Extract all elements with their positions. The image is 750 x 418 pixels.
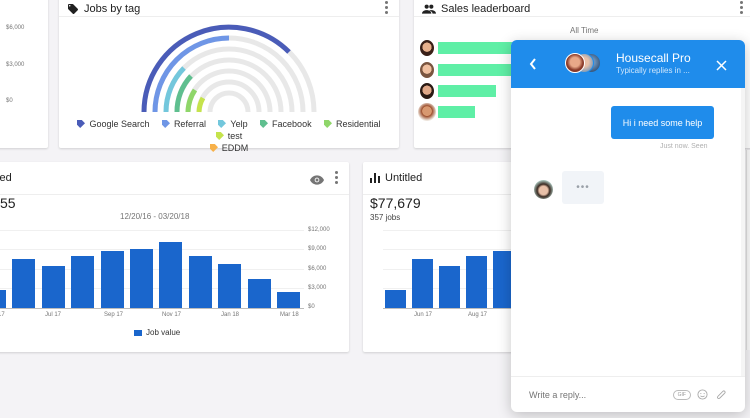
- x-tick: Aug 17: [468, 312, 488, 318]
- avatar: [418, 103, 436, 121]
- reply-status: Typically replies in ...: [616, 66, 690, 75]
- more-menu-icon[interactable]: [335, 171, 338, 184]
- legend-item[interactable]: EDDM: [209, 142, 248, 154]
- card-title: Jobs by tag: [84, 3, 141, 15]
- leaderboard-bar: [438, 85, 496, 97]
- company-name: Housecall Pro: [616, 51, 691, 65]
- card-header: Untitled: [363, 162, 563, 194]
- leaderboard-bar: [438, 106, 475, 118]
- chart-bar[interactable]: [101, 251, 124, 308]
- y-tick: $6,000: [6, 25, 25, 31]
- chart-bar[interactable]: [385, 290, 406, 308]
- avatar: [420, 83, 434, 99]
- card-title: Sales leaderboard: [441, 3, 531, 15]
- attachment-icon[interactable]: [716, 389, 727, 401]
- tag-icon: [67, 3, 79, 15]
- chart-bar[interactable]: [71, 256, 94, 308]
- chart-bar[interactable]: [466, 256, 487, 308]
- radial-bar-chart: [141, 24, 317, 113]
- chart-bar[interactable]: [0, 290, 6, 308]
- legend-item[interactable]: Referral: [161, 118, 206, 130]
- avatar: [565, 53, 585, 73]
- chat-header: Housecall Pro Typically replies in ...: [511, 40, 745, 88]
- chart-bar[interactable]: [130, 249, 153, 308]
- y-tick: $6,000: [308, 266, 327, 272]
- card-header: tled: [0, 162, 349, 194]
- chart-bar[interactable]: [277, 292, 300, 308]
- reply-input[interactable]: [529, 389, 673, 400]
- chart-bar[interactable]: [412, 259, 433, 308]
- legend-item[interactable]: Residential: [324, 118, 381, 130]
- y-tick: $12,000: [308, 227, 330, 233]
- x-tick: Jul 17: [45, 312, 62, 318]
- revenue-chart-card: tled 55 12/20/16 - 03/20/18 $12,000 $9,0…: [0, 162, 349, 352]
- back-button[interactable]: [529, 57, 537, 75]
- card-header: Sales leaderboard: [414, 0, 750, 18]
- chart-bar[interactable]: [189, 256, 212, 308]
- y-tick: $3,000: [6, 62, 25, 68]
- jobs-count: 357 jobs: [370, 213, 401, 222]
- close-button[interactable]: [716, 58, 727, 76]
- legend-item[interactable]: test: [215, 130, 242, 142]
- card-title: tled: [0, 172, 12, 184]
- x-tick: 17: [0, 312, 5, 318]
- legend-item[interactable]: Yelp: [218, 118, 248, 130]
- chart-bar[interactable]: [42, 266, 65, 308]
- x-tick: Sep 17: [104, 312, 124, 318]
- chart-bar[interactable]: [159, 242, 182, 308]
- jobs-by-tag-card: Jobs by tag Google Search Referral Yelp …: [59, 0, 399, 153]
- x-tick: Mar 18: [280, 312, 299, 318]
- people-icon: [422, 4, 436, 14]
- user-message-bubble: Hi i need some help: [611, 106, 714, 139]
- period-label: All Time: [570, 26, 599, 35]
- partial-chart-card: $6,000 $3,000 $0: [0, 0, 48, 148]
- legend-swatch: [134, 329, 142, 336]
- y-tick: $0: [6, 98, 13, 104]
- message-meta: Just now. Seen: [660, 143, 708, 150]
- chart-legend: Job value: [134, 328, 180, 337]
- chat-widget: Housecall Pro Typically replies in ... H…: [511, 40, 745, 412]
- y-tick: $3,000: [308, 285, 327, 291]
- message-list: Hi i need some help Just now. Seen •••: [511, 88, 745, 376]
- x-tick: Nov 17: [162, 312, 182, 318]
- emoji-icon[interactable]: [697, 389, 708, 400]
- typing-indicator: •••: [562, 171, 604, 204]
- leaderboard-bar: [438, 64, 518, 76]
- leaderboard-bar: [438, 42, 518, 54]
- more-menu-icon[interactable]: [740, 1, 743, 14]
- chart-legend: Google Search Referral Yelp Facebook Res…: [59, 118, 399, 154]
- chart-bar[interactable]: [12, 259, 35, 308]
- chart-bar[interactable]: [493, 251, 514, 308]
- y-tick: $0: [308, 304, 315, 310]
- x-tick: Jun 17: [414, 312, 433, 318]
- total-value: 55: [0, 195, 16, 211]
- chart-bar[interactable]: [218, 264, 241, 308]
- total-value: $77,679: [370, 195, 421, 211]
- avatar: [420, 62, 434, 78]
- right-edge-card: [746, 150, 750, 350]
- more-menu-icon[interactable]: [385, 1, 388, 14]
- chart-bar[interactable]: [439, 266, 460, 308]
- chart-bar[interactable]: [248, 279, 271, 308]
- gif-button[interactable]: GIF: [672, 389, 691, 400]
- x-tick: Jan 18: [221, 312, 240, 318]
- legend-item[interactable]: Google Search: [77, 118, 149, 130]
- eye-icon[interactable]: [310, 172, 324, 190]
- chat-composer: GIF: [511, 376, 745, 412]
- legend-item[interactable]: Facebook: [260, 118, 312, 130]
- avatar: [420, 40, 434, 56]
- card-title: Untitled: [385, 172, 423, 184]
- agent-avatar: [534, 180, 553, 199]
- date-range: 12/20/16 - 03/20/18: [120, 212, 190, 221]
- y-tick: $9,000: [308, 246, 327, 252]
- bar-chart-icon: [370, 173, 380, 183]
- card-header: Jobs by tag: [59, 0, 399, 18]
